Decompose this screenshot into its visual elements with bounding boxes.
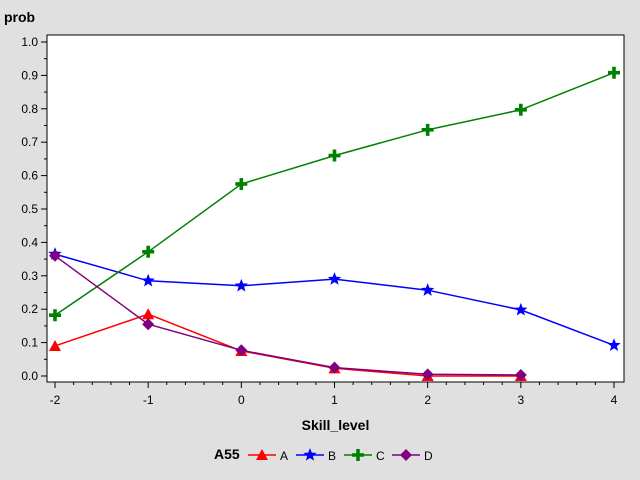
data-point bbox=[235, 177, 248, 190]
data-point bbox=[327, 272, 342, 285]
legend-label: C bbox=[376, 449, 385, 463]
y-tick-label: 0.5 bbox=[21, 202, 38, 216]
y-tick-label: 0.6 bbox=[21, 169, 38, 183]
data-point bbox=[49, 249, 61, 262]
legend-marker bbox=[303, 448, 317, 461]
plot-area bbox=[46, 34, 625, 383]
legend: A55 A B C D bbox=[214, 446, 433, 463]
x-tick-label: 1 bbox=[331, 393, 338, 407]
x-axis-title: Skill_level bbox=[302, 417, 370, 433]
legend-title: A55 bbox=[214, 446, 240, 462]
series-D bbox=[49, 249, 527, 381]
series-C bbox=[49, 66, 620, 322]
data-point bbox=[514, 103, 527, 116]
legend-item-A: A bbox=[248, 449, 288, 463]
data-point bbox=[514, 302, 528, 316]
data-point bbox=[328, 361, 341, 374]
legend-label: B bbox=[328, 449, 336, 463]
data-point bbox=[514, 368, 527, 381]
x-axis: -2 -1 0 1 2 3 4 bbox=[50, 382, 618, 407]
y-tick-label: 0.9 bbox=[21, 68, 38, 82]
y-tick-label: 0.1 bbox=[21, 336, 38, 350]
data-point bbox=[141, 273, 155, 287]
data-point bbox=[142, 245, 155, 258]
legend-label: D bbox=[424, 449, 433, 463]
y-axis: 0.0 0.1 0.2 0.3 0.4 0.5 0.6 0.7 0.8 0.9 1.0 bbox=[21, 35, 47, 383]
legend-label: A bbox=[280, 449, 288, 463]
series-line-D bbox=[54, 255, 521, 376]
data-point bbox=[421, 283, 435, 296]
legend-item-D: D bbox=[392, 449, 433, 463]
y-axis-title: prob bbox=[4, 9, 35, 25]
data-point bbox=[49, 309, 61, 322]
data-point bbox=[235, 344, 248, 357]
y-tick-label: 1.0 bbox=[21, 35, 38, 49]
data-point bbox=[328, 149, 341, 162]
data-point bbox=[421, 123, 434, 136]
data-point bbox=[607, 338, 621, 351]
data-point bbox=[142, 318, 155, 331]
y-tick-label: 0.8 bbox=[21, 102, 38, 116]
x-tick-label: 4 bbox=[611, 393, 618, 407]
series-layer bbox=[48, 66, 621, 381]
legend-marker bbox=[352, 449, 365, 462]
data-point bbox=[49, 339, 61, 351]
x-tick-label: 2 bbox=[424, 393, 431, 407]
data-point bbox=[234, 278, 248, 292]
x-tick-label: -2 bbox=[50, 393, 61, 407]
y-tick-label: 0.4 bbox=[21, 235, 38, 249]
data-point bbox=[142, 308, 155, 320]
x-tick-label: 0 bbox=[238, 393, 245, 407]
x-tick-label: -1 bbox=[143, 393, 154, 407]
legend-marker bbox=[256, 449, 268, 460]
data-point bbox=[608, 66, 620, 79]
legend-item-C: C bbox=[344, 449, 385, 463]
x-tick-label: 3 bbox=[517, 393, 524, 407]
y-tick-label: 0.7 bbox=[21, 135, 38, 149]
legend-item-B: B bbox=[296, 448, 336, 463]
y-tick-label: 0.2 bbox=[21, 302, 38, 316]
data-point bbox=[421, 368, 434, 381]
y-tick-label: 0.3 bbox=[21, 269, 38, 283]
y-tick-label: 0.0 bbox=[21, 369, 38, 383]
legend-marker bbox=[400, 449, 412, 461]
